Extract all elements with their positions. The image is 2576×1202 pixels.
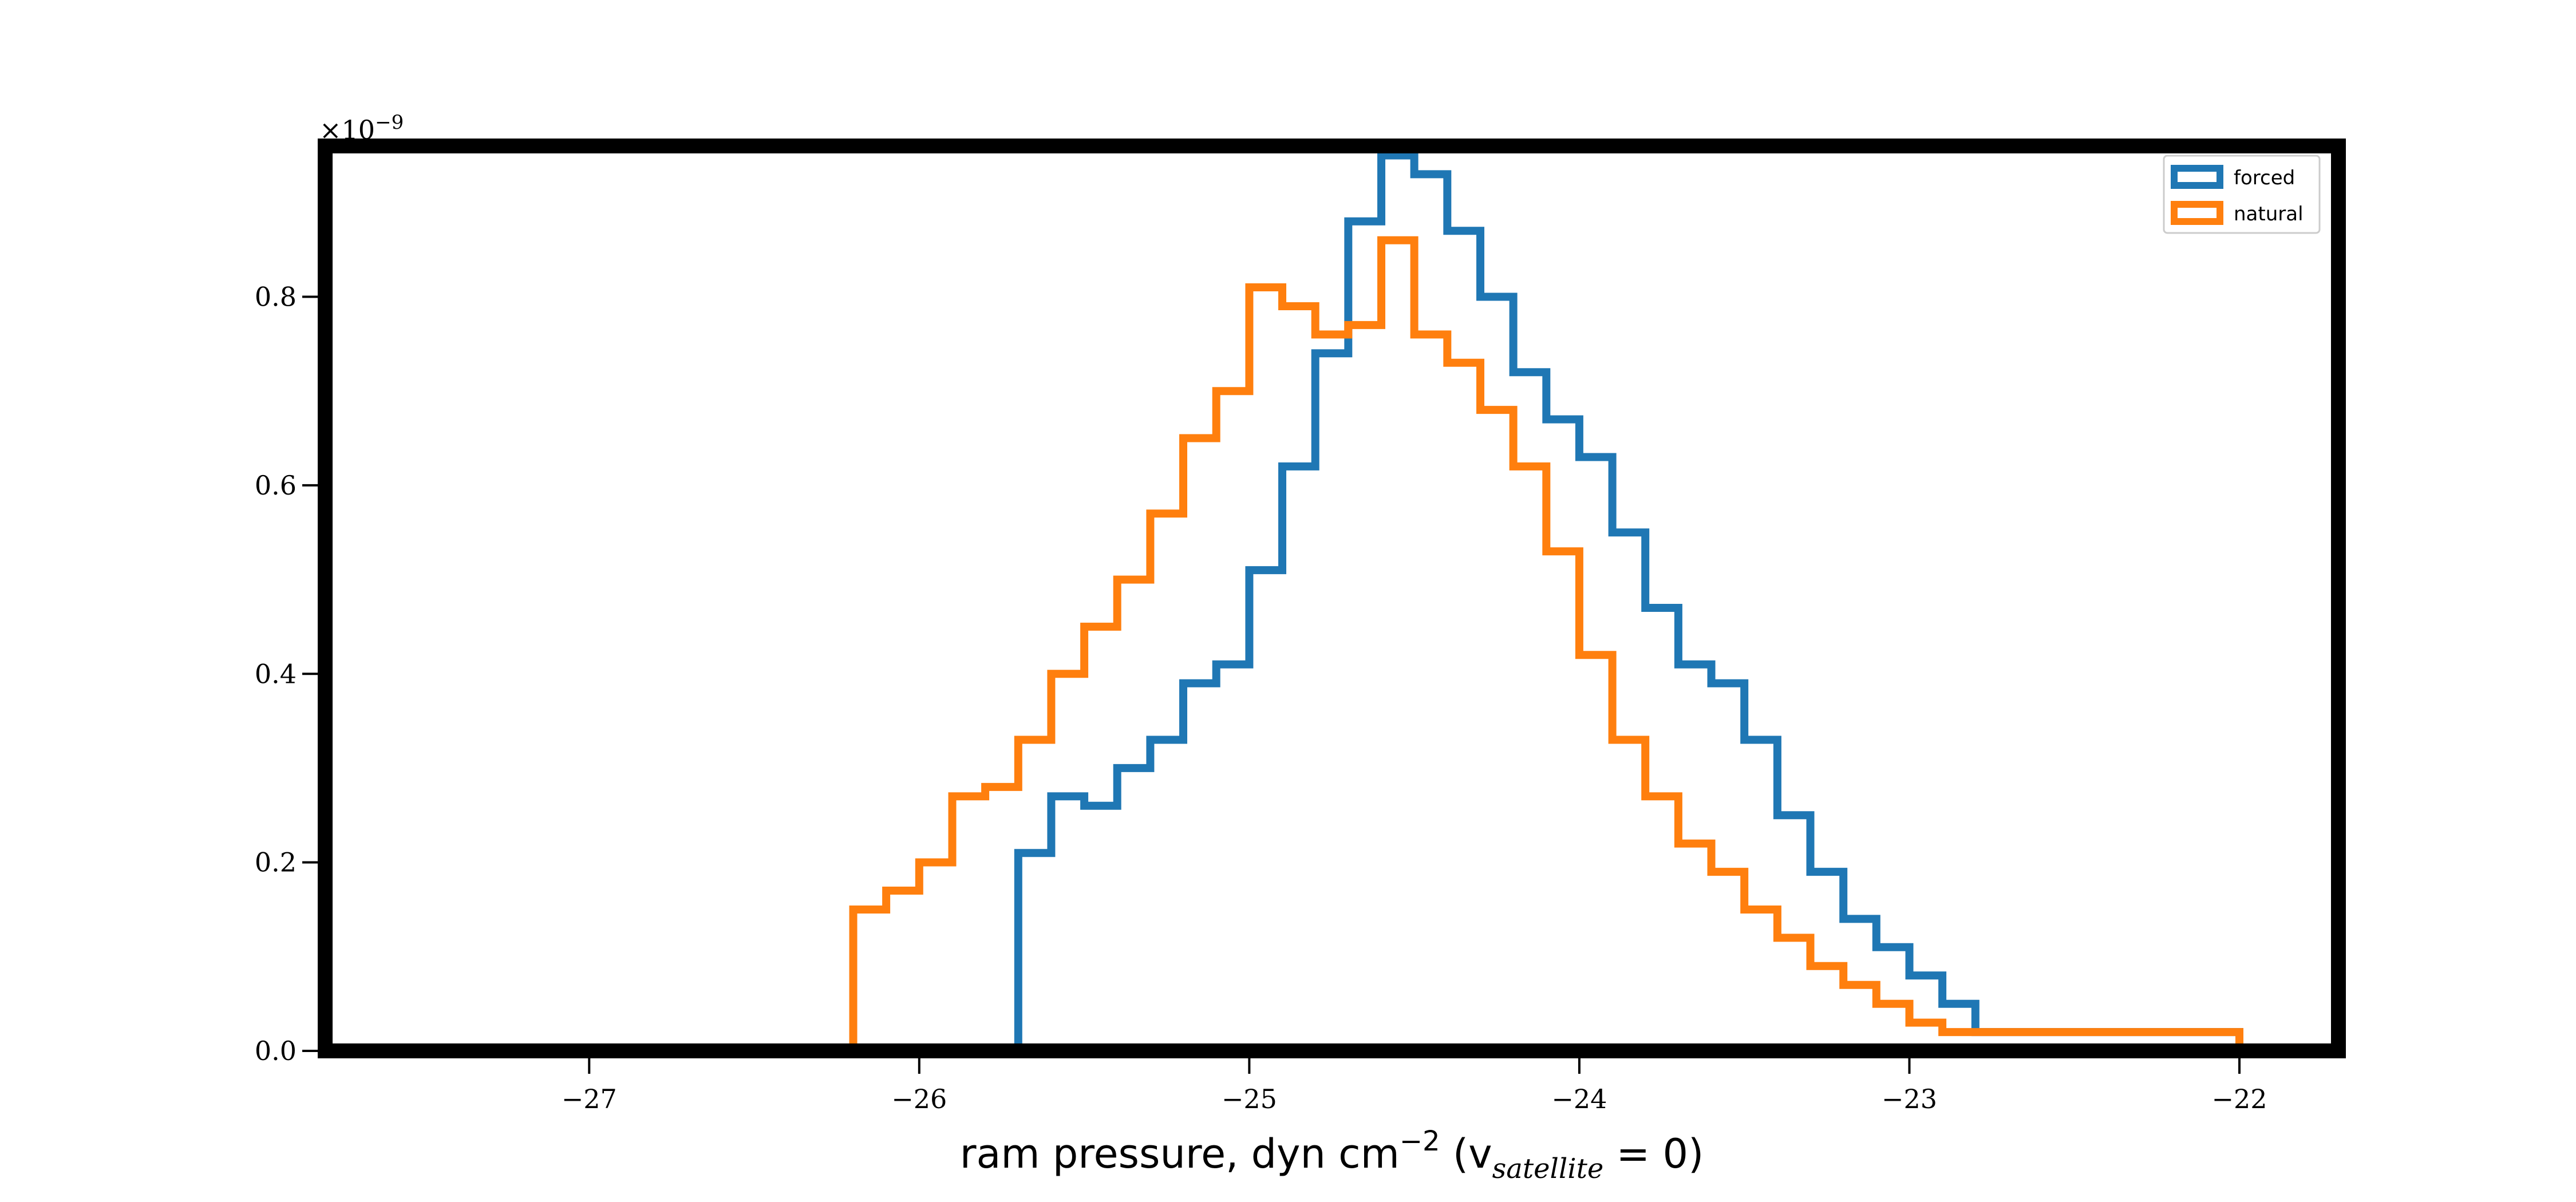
- y-multiplier-exponent: −9: [375, 111, 404, 134]
- xlabel-prefix: ram pressure, dyn cm: [960, 1130, 1400, 1177]
- y-tick-label: 0.6: [255, 470, 297, 501]
- y-axis-multiplier: ×10−9: [319, 111, 404, 145]
- y-tick-label: 0.2: [255, 847, 297, 878]
- y-tick-label: 0.8: [255, 282, 297, 313]
- legend-swatch-forced: [2171, 165, 2223, 189]
- legend-box: [2163, 155, 2321, 234]
- x-axis-label: ram pressure, dyn cm−2 (vsatellite = 0): [960, 1125, 1704, 1185]
- y-tick-label: 0.0: [255, 1035, 297, 1066]
- x-tick-label: −27: [562, 1084, 617, 1114]
- legend: forced natural: [2163, 155, 2321, 234]
- legend-label-natural: natural: [2234, 203, 2304, 226]
- series-line-forced: [638, 151, 2243, 1055]
- axis-ticks: −27 −26 −25 −24 −23 −22 0.0 0.2 0.4 0.6 0.8: [255, 282, 2267, 1115]
- xlabel-subscript: satellite: [1492, 1153, 1604, 1185]
- x-tick-label: −22: [2211, 1084, 2267, 1114]
- x-tick-label: −24: [1551, 1084, 1607, 1114]
- x-tick-label: −23: [1882, 1084, 1937, 1114]
- series-line-natural: [424, 236, 2243, 1055]
- xlabel-paren-open: (v: [1440, 1130, 1492, 1177]
- xlabel-exponent: −2: [1400, 1125, 1440, 1157]
- x-tick-label: −25: [1222, 1084, 1277, 1114]
- y-tick-label: 0.4: [255, 658, 297, 689]
- legend-swatch-natural: [2171, 201, 2223, 225]
- plot-frame: [318, 139, 2346, 1058]
- xlabel-paren-close: = 0): [1603, 1130, 1704, 1177]
- legend-label-forced: forced: [2234, 167, 2295, 189]
- y-multiplier-base: ×10: [319, 114, 375, 145]
- x-tick-label: −26: [891, 1084, 947, 1114]
- series-layer: [424, 151, 2243, 1055]
